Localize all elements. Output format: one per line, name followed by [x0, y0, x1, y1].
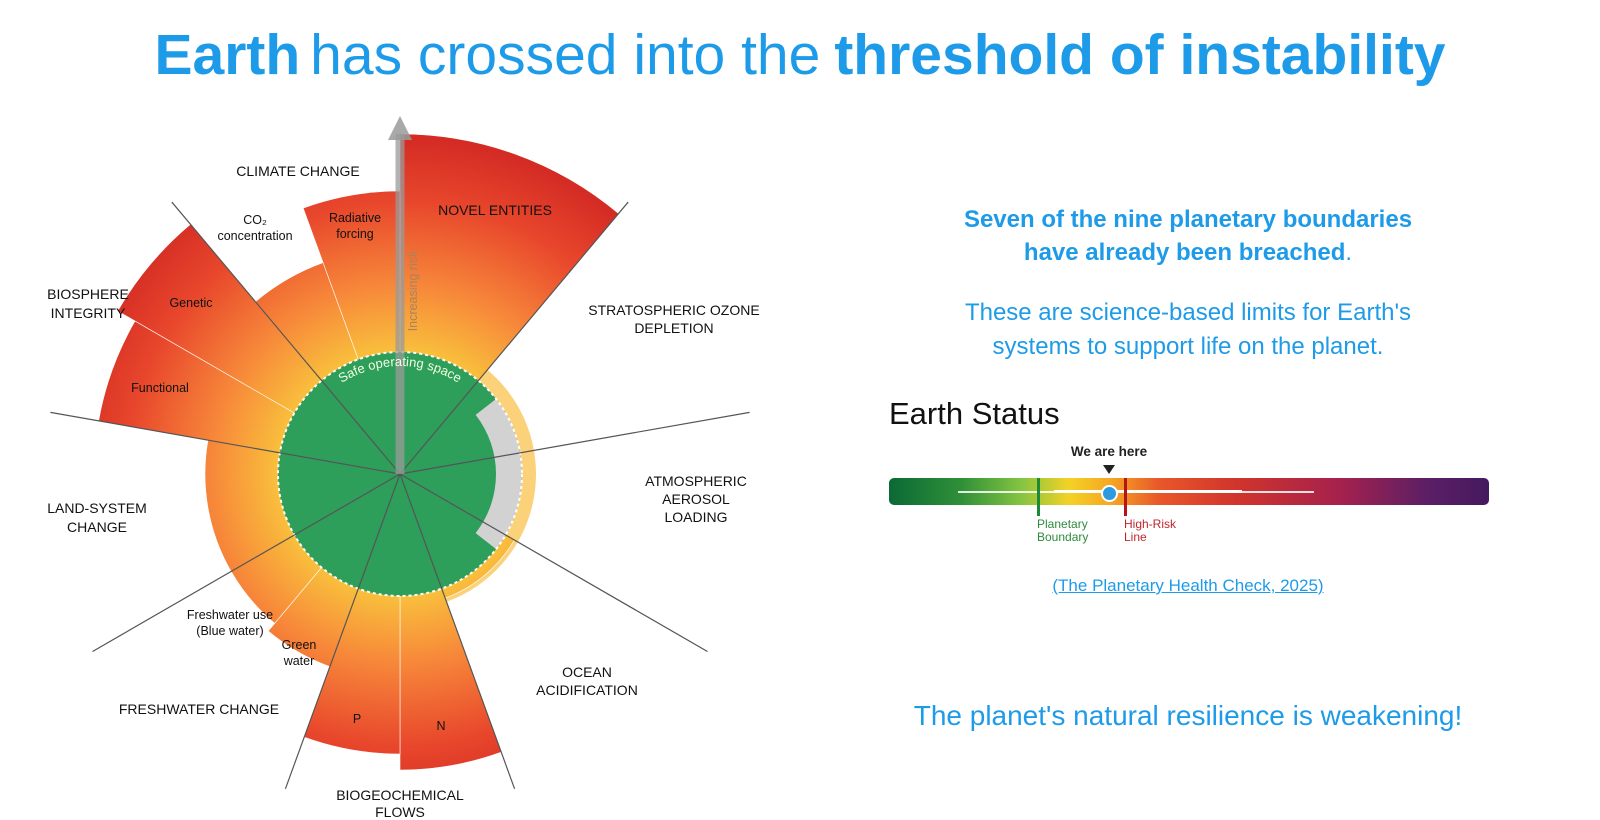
divider-lines	[50, 201, 750, 790]
risk-arrowhead	[388, 116, 412, 140]
divider	[92, 473, 401, 653]
label: Functional	[131, 381, 189, 395]
label: Freshwater use	[187, 608, 273, 622]
label: LAND-SYSTEM	[47, 500, 147, 516]
boundary-line	[1037, 478, 1040, 516]
description: These are science-based limits for Earth…	[964, 299, 1412, 360]
label-line: High-Risk	[1124, 517, 1177, 531]
divider	[399, 201, 629, 475]
label: DEPLETION	[634, 320, 713, 336]
increasing-risk: Increasing risk	[406, 250, 420, 331]
label: concentration	[217, 229, 292, 243]
label: Radiative	[329, 211, 381, 225]
safe-border	[277, 351, 523, 597]
label-line: Boundary	[1037, 530, 1089, 544]
label: STRATOSPHERIC OZONE	[588, 302, 759, 318]
status-marker-arrow	[1103, 465, 1115, 474]
summary-bold: Seven of the nine planetary boundaries h…	[963, 206, 1413, 266]
label-line: Planetary	[1037, 517, 1088, 531]
label: Green	[282, 638, 317, 652]
label: FLOWS	[375, 804, 425, 820]
planetary-boundaries-diagram: Increasing risk Safe operating space CLI…	[47, 116, 760, 820]
status-heading: Earth Status	[889, 396, 1060, 431]
label: INTEGRITY	[51, 305, 126, 321]
label: CO₂	[243, 213, 267, 227]
boundary-label: Planetary Boundary	[1037, 518, 1088, 544]
label: LOADING	[664, 509, 727, 525]
divider	[399, 411, 750, 475]
summary: Seven of the nine planetary boundaries h…	[888, 203, 1488, 269]
ozone-aerosol-gray	[475, 398, 522, 550]
label: forcing	[336, 227, 374, 241]
label: ATMOSPHERIC	[645, 473, 747, 489]
label: (Blue water)	[196, 624, 263, 638]
label: Genetic	[169, 296, 212, 310]
label: AEROSOL	[662, 491, 730, 507]
closing: The planet's natural resilience is weake…	[913, 700, 1463, 731]
status-marker-label: We are here	[1070, 444, 1148, 459]
divider	[284, 473, 401, 790]
source: (The Planetary Health Check, 2025)	[888, 576, 1488, 596]
title-bold: Earth	[154, 23, 301, 87]
status-dot	[1101, 485, 1118, 502]
label: FRESHWATER CHANGE	[119, 701, 279, 717]
high-risk-line	[1124, 478, 1127, 516]
source-link[interactable]: (The Planetary Health Check, 2025)	[1052, 576, 1324, 595]
label: BIOGEOCHEMICAL	[336, 787, 464, 803]
title: Earth has crossed into the threshold of in…	[0, 22, 1600, 88]
label: N	[436, 719, 445, 733]
title-light: has crossed into the	[310, 23, 821, 87]
label: OCEAN	[562, 664, 612, 680]
label: CHANGE	[67, 519, 127, 535]
range-core	[1054, 490, 1242, 493]
divider	[171, 201, 401, 475]
label: NOVEL ENTITIES	[438, 202, 552, 218]
label: ACIDIFICATION	[536, 682, 638, 698]
divider	[399, 473, 516, 790]
label: BIOSPHERE	[47, 286, 129, 302]
high-risk-label: High-Risk Line	[1124, 518, 1176, 544]
label: P	[353, 712, 361, 726]
title-bold: threshold of instability	[834, 23, 1446, 87]
label: water	[283, 654, 315, 668]
divider	[50, 411, 401, 475]
divider	[399, 473, 708, 653]
label-line: Line	[1124, 530, 1147, 544]
summary-end: .	[1345, 239, 1353, 266]
label: CLIMATE CHANGE	[236, 163, 359, 179]
